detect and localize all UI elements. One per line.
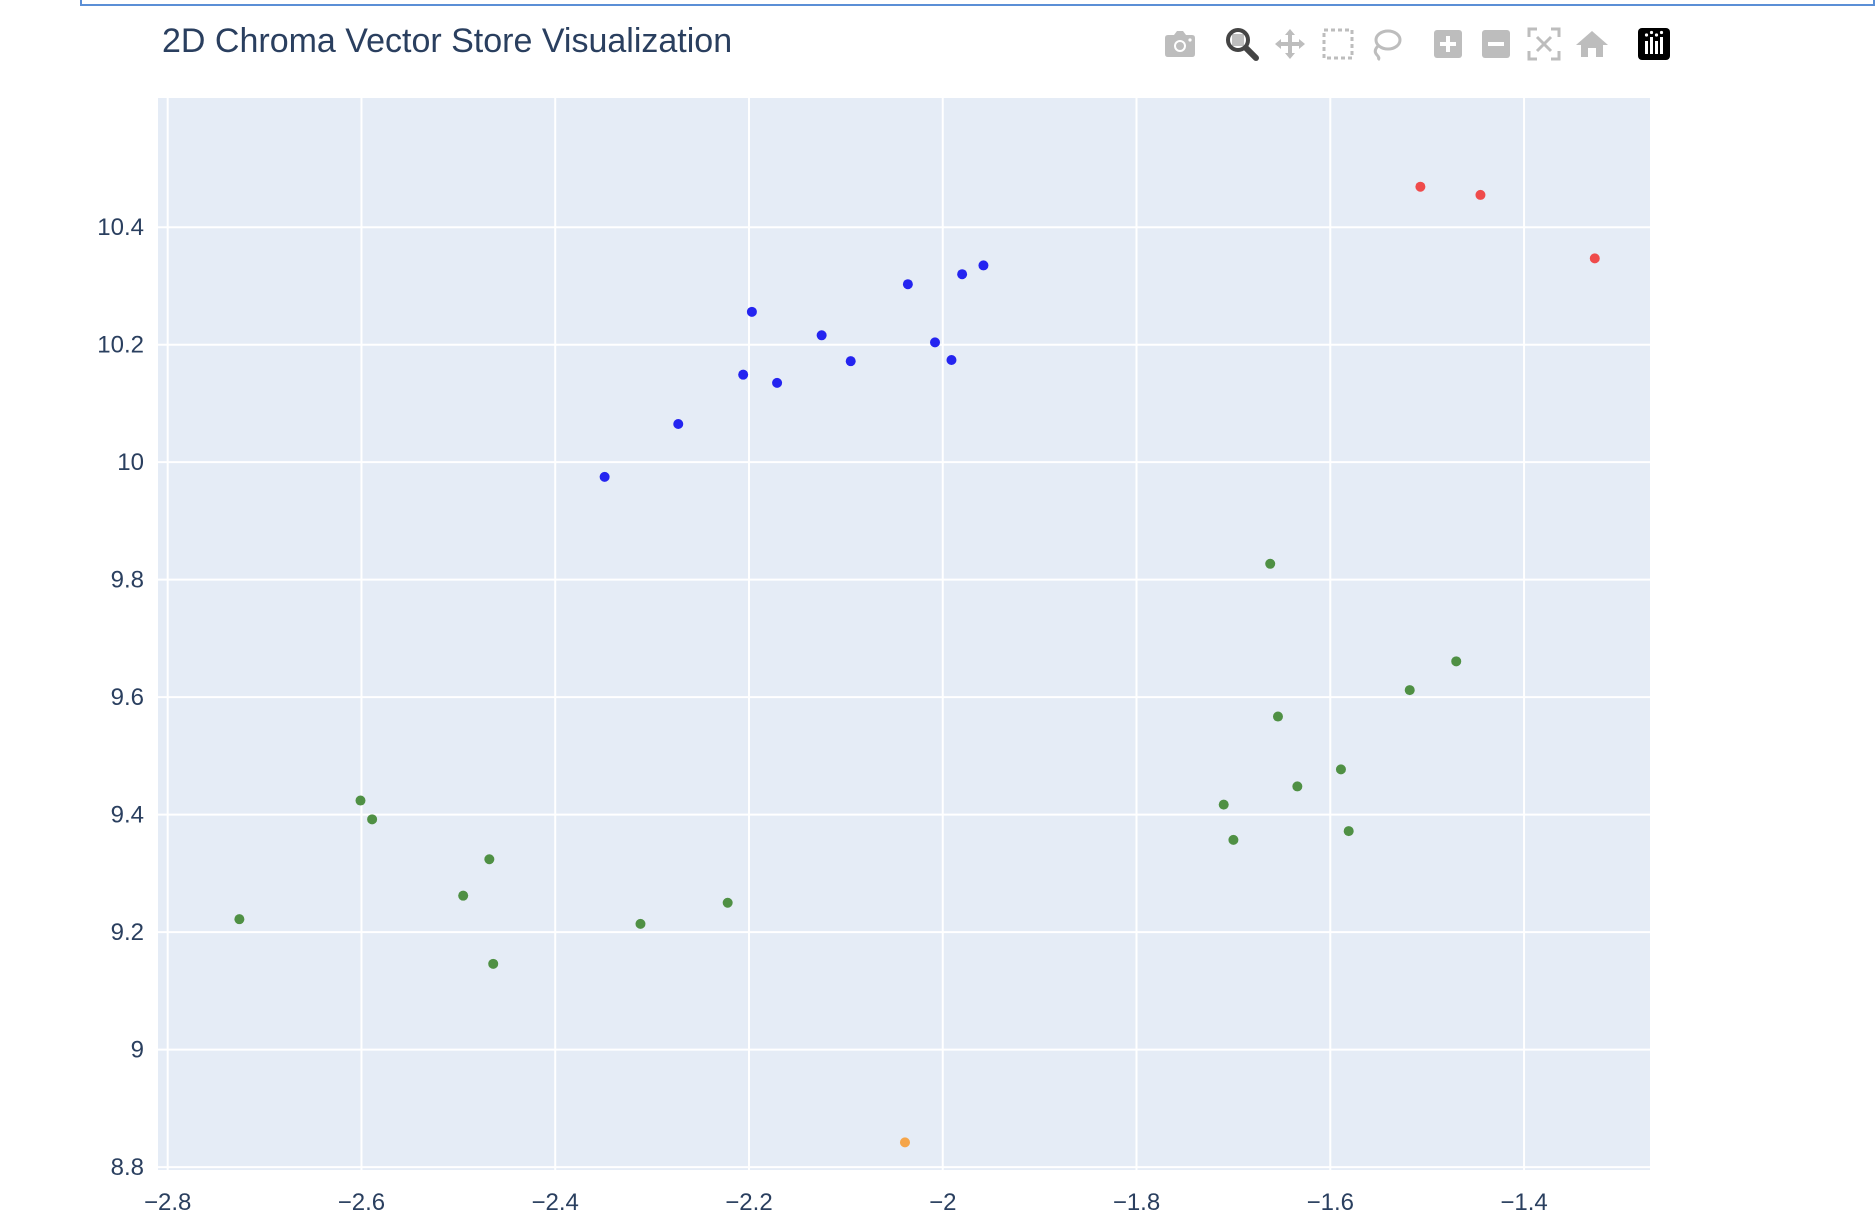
data-point[interactable] [1335,764,1346,775]
data-point[interactable] [1589,253,1600,264]
reset-axes-icon[interactable] [1572,24,1612,64]
plot-area [158,98,1650,1170]
data-point[interactable] [738,369,749,380]
y-tick-label: 10.2 [97,332,144,359]
x-tick-label: −2.6 [338,1189,385,1216]
data-point[interactable] [1451,656,1462,667]
data-point[interactable] [355,795,366,806]
data-point[interactable] [816,330,827,341]
box-select-icon[interactable] [1318,24,1358,64]
autoscale-icon[interactable] [1524,24,1564,64]
x-tick-label: −2.8 [144,1189,191,1216]
x-tick-label: −2.2 [725,1189,772,1216]
data-point[interactable] [1475,189,1486,200]
data-point[interactable] [488,958,499,969]
pan-icon[interactable] [1270,24,1310,64]
y-tick-label: 9 [131,1037,144,1064]
zoom-in-icon[interactable] [1428,24,1468,64]
plotly-logo-icon[interactable] [1634,24,1674,64]
x-tick-label: −1.8 [1113,1189,1160,1216]
x-tick-label: −1.6 [1307,1189,1354,1216]
data-point[interactable] [902,279,913,290]
y-tick-label: 9.6 [111,684,144,711]
data-point[interactable] [1343,826,1354,837]
y-tick-label: 10.4 [97,214,144,241]
x-tick-label: −2 [929,1189,956,1216]
data-point[interactable] [772,377,783,388]
zoom-icon[interactable] [1222,24,1262,64]
zoom-out-icon[interactable] [1476,24,1516,64]
chart-title: 2D Chroma Vector Store Visualization [162,22,733,60]
y-tick-label: 9.8 [111,567,144,594]
y-tick-label: 9.2 [111,919,144,946]
data-point[interactable] [1228,834,1239,845]
data-point[interactable] [845,356,856,367]
data-point[interactable] [1415,181,1426,192]
data-point[interactable] [746,306,757,317]
data-point[interactable] [946,354,957,365]
data-point[interactable] [722,897,733,908]
data-point[interactable] [930,337,941,348]
data-point[interactable] [673,419,684,430]
y-tick-label: 9.4 [111,802,144,829]
data-point[interactable] [484,854,495,865]
y-tick-label: 10 [117,449,144,476]
data-point[interactable] [1404,685,1415,696]
data-point[interactable] [599,471,610,482]
x-tick-label: −2.4 [532,1189,579,1216]
data-point[interactable] [1265,558,1276,569]
data-point[interactable] [367,814,378,825]
data-point[interactable] [1272,711,1283,722]
data-point[interactable] [957,269,968,280]
data-point[interactable] [978,260,989,271]
data-point[interactable] [458,890,469,901]
data-point[interactable] [635,918,646,929]
y-tick-label: 8.8 [111,1154,144,1181]
camera-icon[interactable] [1160,24,1200,64]
data-point[interactable] [1218,799,1229,810]
data-point[interactable] [1292,781,1303,792]
data-point[interactable] [899,1137,910,1148]
x-tick-label: −1.4 [1500,1189,1547,1216]
lasso-select-icon[interactable] [1366,24,1406,64]
focus-border [80,0,1875,6]
data-point[interactable] [234,914,245,925]
